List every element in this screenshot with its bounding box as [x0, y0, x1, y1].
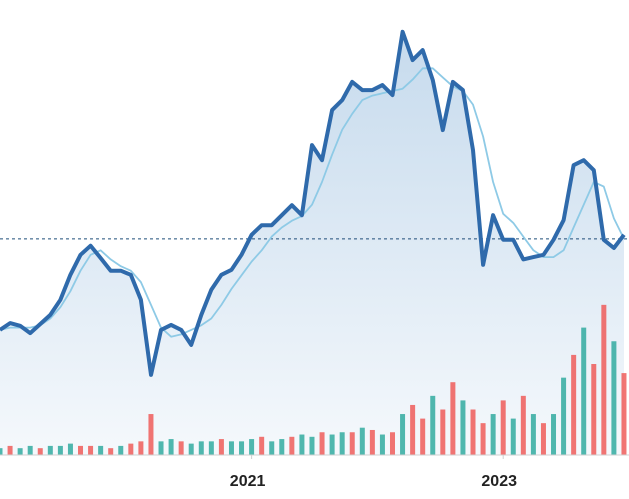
volume-bar	[37, 448, 43, 455]
volume-bar	[67, 443, 73, 455]
volume-bar	[339, 432, 345, 455]
volume-bar	[319, 432, 325, 455]
volume-bar	[249, 439, 255, 455]
volume-bar	[27, 445, 33, 455]
volume-bar	[621, 373, 627, 455]
volume-bar	[279, 439, 285, 455]
volume-bar	[530, 414, 536, 455]
volume-bar	[239, 441, 245, 455]
volume-bar	[108, 448, 114, 455]
volume-bar	[379, 434, 385, 455]
volume-bar	[349, 432, 355, 455]
volume-bar	[158, 441, 164, 455]
volume-bar	[480, 423, 486, 455]
volume-bar	[389, 432, 395, 455]
volume-bar	[168, 439, 174, 455]
volume-bar	[470, 409, 476, 455]
volume-bar	[520, 395, 526, 455]
volume-bar	[78, 445, 84, 455]
volume-bar	[47, 445, 53, 455]
volume-bar	[178, 441, 184, 455]
volume-bar	[410, 404, 416, 455]
x-tick-label: 2023	[481, 473, 517, 490]
volume-bar	[540, 423, 546, 455]
volume-bar	[369, 429, 375, 455]
volume-bar	[601, 304, 607, 455]
volume-bar	[571, 354, 577, 455]
volume-bar	[551, 414, 557, 455]
volume-bar	[510, 418, 516, 455]
price-line	[0, 29, 626, 377]
volume-bar	[359, 427, 365, 455]
volume-bar	[128, 443, 134, 455]
volume-bar	[57, 445, 63, 455]
volume-bar	[450, 382, 456, 455]
volume-bar	[98, 445, 104, 455]
volume-bar	[0, 448, 3, 455]
volume-bar	[228, 441, 234, 455]
volume-bar	[88, 445, 94, 455]
volume-bar	[490, 414, 496, 455]
volume-bar	[138, 441, 144, 455]
volume-bar	[430, 395, 436, 455]
volume-bar	[591, 364, 597, 455]
volume-bar	[440, 409, 446, 455]
volume-bar	[329, 434, 335, 455]
volume-bar	[198, 441, 204, 455]
volume-bar	[299, 434, 305, 455]
volume-bar	[420, 418, 426, 455]
price-area	[0, 31, 624, 456]
x-tick-label: 2021	[230, 473, 266, 490]
volume-bar	[208, 441, 214, 455]
volume-bar	[259, 436, 265, 455]
average-line	[0, 67, 625, 338]
volume-bar	[400, 414, 406, 455]
volume-bar	[188, 443, 194, 455]
volume-bar	[561, 377, 567, 455]
volume-bar	[289, 436, 295, 455]
volume-bar	[7, 445, 13, 455]
volume-bar	[148, 414, 154, 455]
volume-bar	[611, 341, 617, 455]
volume-bar	[17, 448, 23, 455]
volume-bar	[309, 436, 315, 455]
volume-bar	[218, 439, 224, 455]
volume-bar	[460, 400, 466, 455]
volume-bar	[581, 327, 587, 455]
volume-bar	[269, 441, 275, 455]
volume-bar	[118, 445, 124, 455]
volume-bar	[500, 400, 506, 455]
